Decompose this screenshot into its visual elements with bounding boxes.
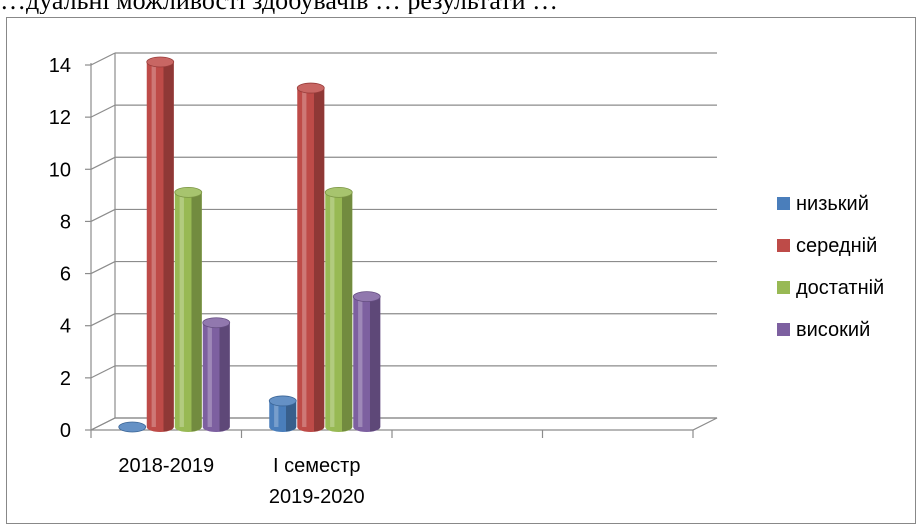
y-tick-label: 12 [49,107,71,129]
legend-swatch [777,281,790,294]
bar-shade [219,322,230,432]
y-tick-label: 8 [60,211,71,233]
bar-top [268,395,297,407]
chart-axes [85,53,694,438]
page-top-text: …дуальні можливості здобувачів … результ… [0,0,918,14]
y-tick-label: 2 [60,368,71,390]
x-category-label: I семестр [273,455,360,477]
y-tick-label: 6 [60,264,71,286]
chart-grid [90,52,718,431]
legend-swatch [777,197,790,210]
bar [174,186,203,432]
legend-label: середній [796,235,877,257]
bar-highlight [358,296,363,427]
bar-top [146,56,175,68]
bar-highlight [151,62,156,427]
bar-top [202,317,231,329]
bar [202,317,231,432]
chart-frame: 0 2 4 6 8 10 12 14 2018-2019 I семестр 2019-2020 н… [6,17,916,524]
bar [118,421,147,433]
legend-label: низький [796,193,869,215]
gridline-depth [90,365,116,379]
legend-swatch [777,323,790,336]
bar [268,395,297,432]
chart-legend: низький середній достатній високий [777,193,884,341]
gridline-depth [90,261,116,275]
bar-shade [341,192,353,432]
bar-top [296,82,325,94]
bar [352,291,381,432]
bar-highlight [207,322,212,427]
bar-top [118,421,147,433]
legend-label: достатній [796,277,884,299]
y-tick-label: 10 [49,159,71,181]
x-category-label: 2019-2020 [269,486,365,508]
chart-labels: 0 2 4 6 8 10 12 14 2018-2019 I семестр 2019-2020 [49,55,365,508]
bar-highlight [179,192,184,427]
bar-shade [285,400,297,432]
x-category-label: 2018-2019 [118,455,214,477]
y-tick-label: 4 [60,316,71,338]
bar-highlight [274,400,279,427]
gridline-depth [90,52,116,66]
bar-shade [313,88,325,432]
legend-swatch [777,239,790,252]
gridline-depth [90,208,116,222]
legend-label: високий [796,319,870,341]
gridline-depth [90,104,116,118]
gridline-depth [90,156,116,170]
bar-shade [191,192,202,432]
chart-bars [118,56,381,433]
bar-chart: 0 2 4 6 8 10 12 14 2018-2019 I семестр 2019-2020 н… [49,52,884,508]
bar-highlight [330,192,335,427]
bar-shade [163,62,174,432]
chart-floor [90,417,718,431]
bar-top [352,291,381,303]
bar-shade [369,296,381,432]
gridline-depth [90,313,116,327]
bar [146,56,175,432]
bar [296,82,325,433]
y-tick-label: 0 [60,420,71,442]
bar-highlight [302,88,307,428]
bar-top [324,186,353,198]
bar [324,186,353,432]
y-tick-label: 14 [49,55,71,77]
bar-top [174,186,203,198]
